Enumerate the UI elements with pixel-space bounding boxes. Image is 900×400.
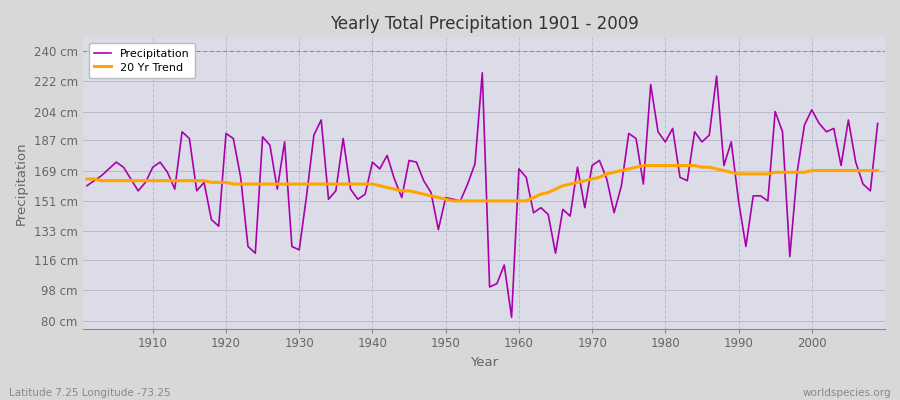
20 Yr Trend <box>514 198 525 203</box>
Y-axis label: Precipitation: Precipitation <box>15 142 28 225</box>
20 Yr Trend <box>302 182 312 186</box>
20 Yr Trend <box>447 198 458 203</box>
Precipitation <box>521 175 532 180</box>
Line: 20 Yr Trend: 20 Yr Trend <box>87 166 878 201</box>
20 Yr Trend <box>872 168 883 173</box>
Precipitation <box>302 194 312 198</box>
Precipitation <box>140 180 151 185</box>
Precipitation <box>616 183 626 188</box>
Precipitation <box>872 121 883 126</box>
Line: Precipitation: Precipitation <box>87 73 878 317</box>
20 Yr Trend <box>608 170 619 175</box>
Precipitation <box>477 70 488 75</box>
Text: worldspecies.org: worldspecies.org <box>803 388 891 398</box>
Precipitation <box>82 183 93 188</box>
Precipitation <box>506 315 517 320</box>
20 Yr Trend <box>140 178 151 183</box>
Title: Yearly Total Precipitation 1901 - 2009: Yearly Total Precipitation 1901 - 2009 <box>329 15 638 33</box>
20 Yr Trend <box>521 198 532 203</box>
Text: Latitude 7.25 Longitude -73.25: Latitude 7.25 Longitude -73.25 <box>9 388 171 398</box>
Precipitation <box>345 187 356 192</box>
Legend: Precipitation, 20 Yr Trend: Precipitation, 20 Yr Trend <box>89 43 195 78</box>
20 Yr Trend <box>82 177 93 182</box>
20 Yr Trend <box>345 182 356 186</box>
X-axis label: Year: Year <box>470 356 499 369</box>
20 Yr Trend <box>638 163 649 168</box>
Precipitation <box>528 210 539 215</box>
